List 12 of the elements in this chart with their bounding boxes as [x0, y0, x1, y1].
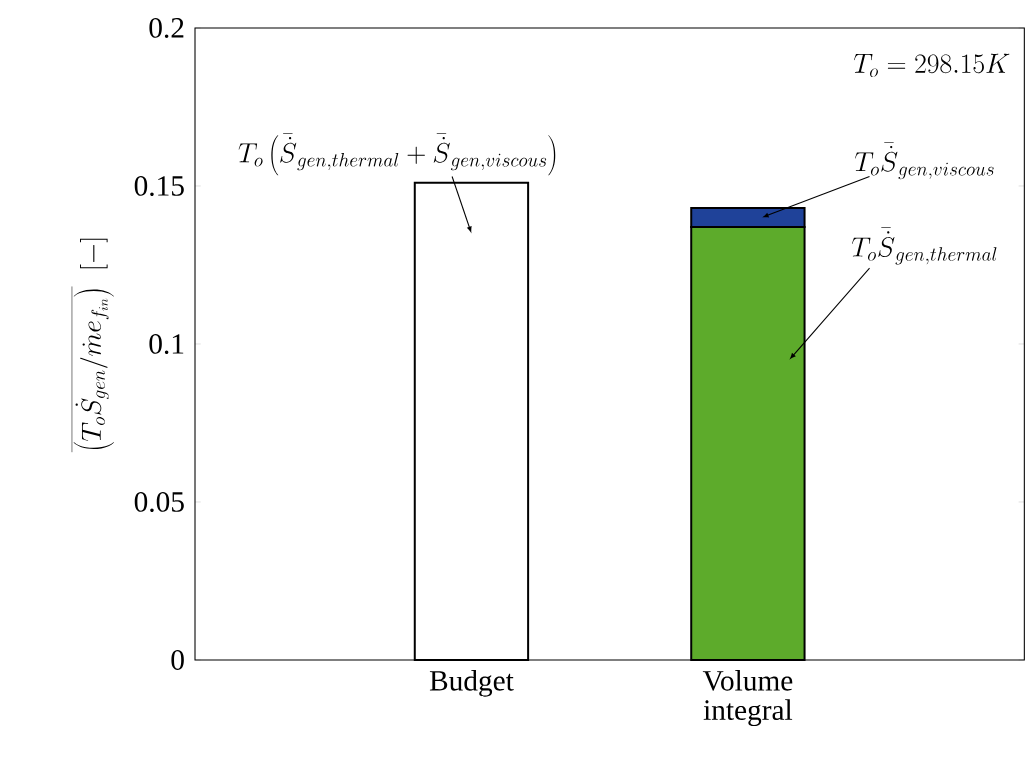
annotation: $T_o\bar{\dot{S}}_{gen,thermal}$	[851, 227, 997, 265]
x-tick-label: Budget	[429, 670, 514, 697]
y-tick-label: 0.15	[134, 176, 184, 196]
y-tick-label: 0	[171, 650, 184, 670]
y-tick-label: 0.1	[149, 334, 184, 354]
annotation: $T_o = 298.15K$	[854, 53, 1010, 78]
y-tick-label: 0.2	[149, 18, 184, 38]
y-tick-label: 0.05	[134, 492, 184, 512]
annotation: $T_o\left(\bar{\dot{S}}_{gen,thermal}+\bar{\dot{S}}_{gen,viscous}\right)$	[238, 133, 556, 176]
x-tick-label: Volume integral	[702, 670, 793, 727]
annotation: $T_o\bar{\dot{S}}_{gen,viscous}$	[854, 141, 994, 180]
y-axis-title: $\overline{\left(T_o\dot{S}_{gen}/\dot{m}e_{f_{in}}\right)}\;\;[-]$	[71, 238, 114, 453]
